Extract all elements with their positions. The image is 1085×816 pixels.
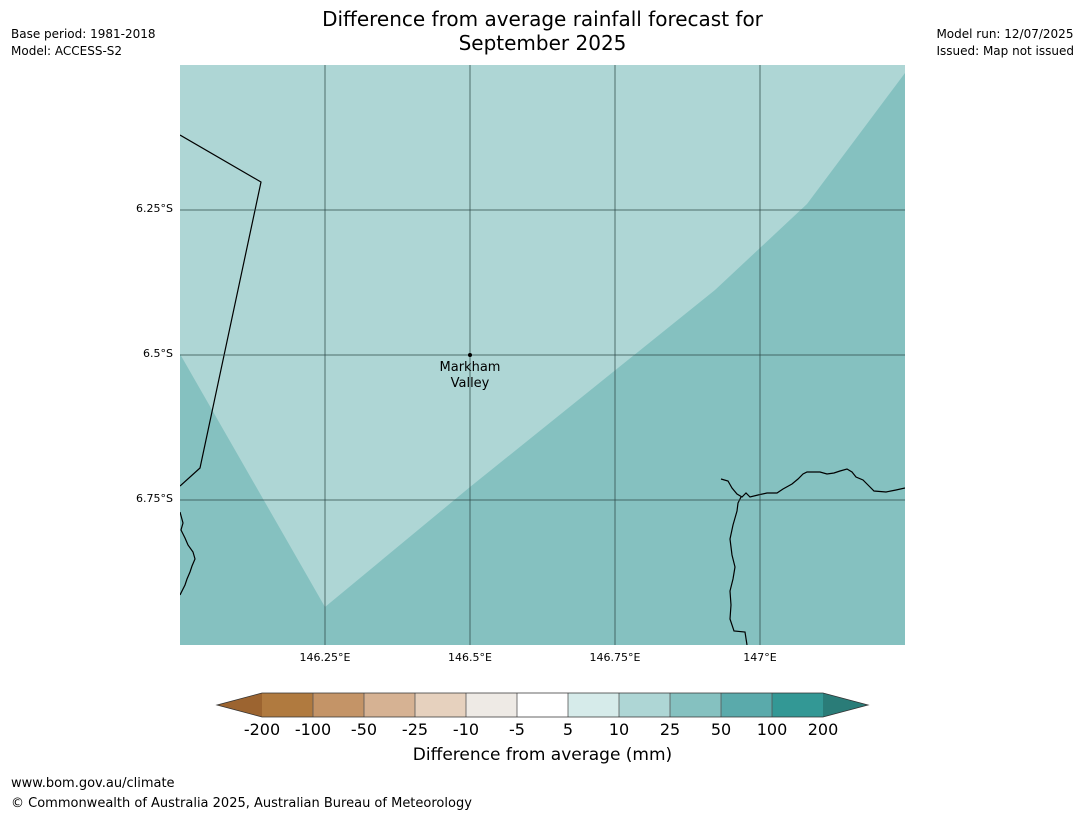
colorbar-bin — [772, 693, 823, 717]
map-title: Difference from average rainfall forecas… — [0, 7, 1085, 55]
coastline-east — [720, 468, 905, 498]
place-label-line1: Markham — [439, 360, 501, 375]
border-line — [180, 134, 262, 487]
colorbar-dividers — [312, 693, 773, 717]
colorbar-label: -100 — [294, 720, 332, 739]
lon-tick-label: 147°E — [743, 651, 777, 664]
lon-tick-label: 146.5°E — [448, 651, 492, 664]
colorbar-label: -5 — [509, 720, 525, 739]
colorbar-label: 50 — [710, 720, 732, 739]
colorbar-label: 200 — [807, 720, 839, 739]
colorbar-bin — [415, 693, 466, 717]
meta-left: Base period: 1981-2018 Model: ACCESS-S2 — [11, 26, 156, 60]
model-run: Model run: 12/07/2025 — [936, 27, 1074, 41]
colorbar-bin — [517, 693, 568, 717]
colorbar-bin — [568, 693, 619, 717]
lon-tick-label: 146.75°E — [589, 651, 641, 664]
lat-tick-label: 6.75°S — [136, 492, 173, 505]
map-title-line2: September 2025 — [458, 31, 627, 55]
colorbar-label: 10 — [608, 720, 630, 739]
place-marker — [468, 353, 472, 357]
colorbar-label: 5 — [562, 720, 574, 739]
colorbar — [215, 692, 870, 718]
colorbar-bin — [364, 693, 415, 717]
place-label: Markham Valley — [440, 360, 501, 392]
map-title-line1: Difference from average rainfall forecas… — [322, 7, 763, 31]
colorbar-label: 25 — [659, 720, 681, 739]
river-line — [729, 496, 748, 645]
colorbar-bin — [670, 693, 721, 717]
colorbar-bin — [721, 693, 772, 717]
forecast-map — [180, 65, 905, 645]
colorbar-label: -25 — [401, 720, 429, 739]
colorbar-label: 100 — [756, 720, 788, 739]
lon-tick-label: 146.25°E — [299, 651, 351, 664]
colorbar-label: -200 — [243, 720, 281, 739]
colorbar-bin — [262, 693, 313, 717]
colorbar-label: -50 — [350, 720, 378, 739]
lat-tick-label: 6.5°S — [143, 347, 173, 360]
colorbar-extend-high — [823, 693, 868, 717]
issued-status: Issued: Map not issued — [936, 44, 1074, 58]
colorbar-extend-low — [217, 693, 262, 717]
model-name: Model: ACCESS-S2 — [11, 44, 123, 58]
coastline — [180, 134, 905, 645]
colorbar-label: -10 — [452, 720, 480, 739]
base-period: Base period: 1981-2018 — [11, 27, 156, 41]
footer-url[interactable]: www.bom.gov.au/climate — [11, 776, 175, 791]
meta-right: Model run: 12/07/2025 Issued: Map not is… — [936, 26, 1074, 60]
anomaly-region-5-10mm — [180, 65, 905, 607]
colorbar-title: Difference from average (mm) — [412, 745, 673, 765]
lat-tick-label: 6.25°S — [136, 202, 173, 215]
colorbar-outline — [215, 692, 870, 718]
colorbar-bin — [466, 693, 517, 717]
colorbar-bin — [313, 693, 364, 717]
place-label-line2: Valley — [450, 376, 490, 391]
footer-copyright: © Commonwealth of Australia 2025, Austra… — [11, 796, 472, 811]
coastline-west — [180, 511, 196, 596]
colorbar-bin — [619, 693, 670, 717]
